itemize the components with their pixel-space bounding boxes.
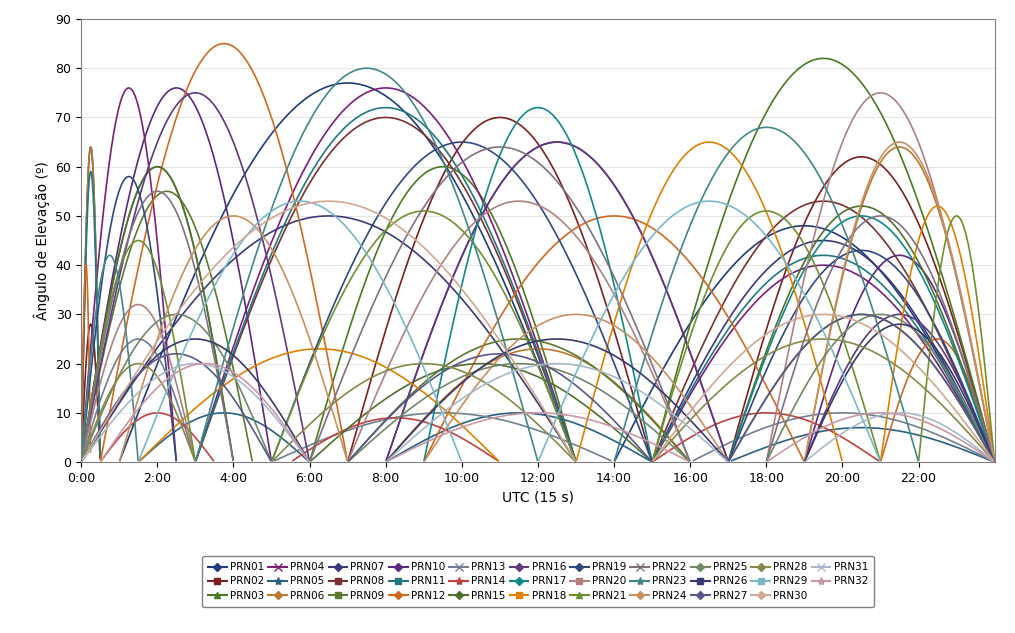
Legend: PRN01, PRN02, PRN03, PRN04, PRN05, PRN06, PRN07, PRN08, PRN09, PRN10, PRN11, PRN: PRN01, PRN02, PRN03, PRN04, PRN05, PRN06… xyxy=(202,556,874,607)
X-axis label: UTC (15 s): UTC (15 s) xyxy=(502,491,573,505)
Y-axis label: Ângulo de Elevação (º): Ângulo de Elevação (º) xyxy=(33,161,50,320)
